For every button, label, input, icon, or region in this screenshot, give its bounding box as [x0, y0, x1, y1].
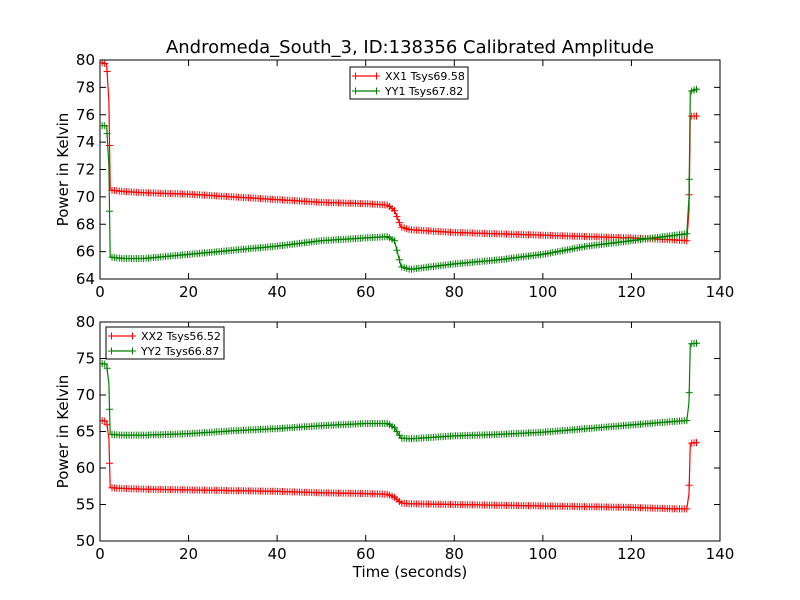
chart-title: Andromeda_South_3, ID:138356 Calibrated …	[166, 37, 654, 58]
y-tick-label: 74	[76, 133, 95, 151]
x-axis-label: Time (seconds)	[352, 563, 468, 581]
series-xx1	[100, 60, 700, 245]
x-tick-label: 120	[617, 283, 646, 301]
y-tick-label: 72	[76, 161, 95, 179]
bottom-subplot: 0 20 40 60 80 100 120 140 50 55 60 65 70 75 80 Power in…	[54, 313, 734, 581]
legend-marker	[108, 332, 136, 340]
legend-label: YY2 Tsys66.87	[140, 345, 219, 358]
x-tick-label: 40	[268, 283, 287, 301]
y-tick-label: 80	[76, 313, 95, 331]
legend: XX1 Tsys69.58 YY1 Tsys67.82	[349, 66, 469, 100]
x-tick-label: 40	[268, 545, 287, 563]
x-tick-label: 60	[356, 545, 375, 563]
x-tick-label: 0	[95, 283, 105, 301]
x-tick-label: 100	[529, 283, 558, 301]
y-tick-label: 64	[76, 270, 95, 288]
x-tick-label: 0	[95, 545, 105, 563]
y-axis-label: Power in Kelvin	[54, 113, 72, 227]
legend-marker	[108, 347, 136, 355]
y-tick-label: 65	[76, 423, 95, 441]
y-tick-label: 60	[76, 459, 95, 477]
series-markers	[100, 339, 700, 443]
legend-label: XX2 Tsys56.52	[141, 330, 221, 343]
y-tick-label: 80	[76, 51, 95, 69]
legend-box	[105, 326, 225, 360]
y-tick-label: 75	[76, 350, 95, 368]
legend-label: YY1 Tsys67.82	[384, 85, 463, 98]
y-tick-label: 50	[76, 532, 95, 550]
series-markers	[100, 417, 700, 513]
series-xx2	[100, 417, 700, 513]
x-tick-label: 20	[179, 545, 198, 563]
x-tick-label: 80	[445, 545, 464, 563]
x-tick-label: 80	[445, 283, 464, 301]
series-yy1	[100, 85, 700, 273]
series-markers	[100, 85, 700, 273]
legend-marker	[352, 72, 380, 80]
y-tick-label: 70	[76, 386, 95, 404]
legend: XX2 Tsys56.52 YY2 Tsys66.87	[105, 326, 225, 360]
y-tick-label: 68	[76, 215, 95, 233]
series-yy2	[100, 339, 700, 443]
y-tick-label: 70	[76, 188, 95, 206]
x-tick-label: 120	[617, 545, 646, 563]
top-subplot: 0 20 40 60 80 100 120 140 64 66 68 70 72 74 76 78 80 Powe…	[54, 51, 734, 301]
x-tick-label: 100	[529, 545, 558, 563]
y-axis-label: Power in Kelvin	[54, 375, 72, 489]
x-tick-label: 140	[706, 283, 735, 301]
legend-box	[349, 66, 469, 100]
x-tick-label: 20	[179, 283, 198, 301]
y-tick-label: 66	[76, 243, 95, 261]
legend-label: XX1 Tsys69.58	[385, 70, 465, 83]
y-tick-label: 55	[76, 496, 95, 514]
x-tick-label: 140	[706, 545, 735, 563]
y-tick-label: 76	[76, 106, 95, 124]
x-tick-label: 60	[356, 283, 375, 301]
y-tick-label: 78	[76, 78, 95, 96]
legend-marker	[352, 87, 380, 95]
